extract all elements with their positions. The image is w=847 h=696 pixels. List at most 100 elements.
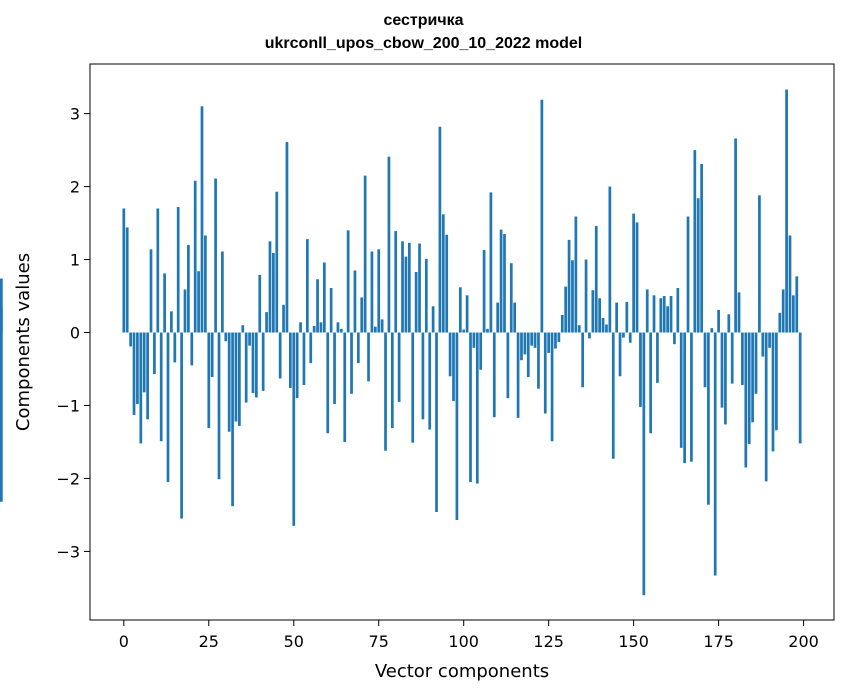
bar (710, 328, 714, 333)
bar (581, 332, 585, 388)
bar (727, 314, 731, 333)
bar (475, 332, 479, 484)
bar (713, 332, 717, 576)
bar (336, 322, 340, 333)
bar (289, 332, 292, 388)
bar (622, 332, 625, 338)
x-axis-label: Vector components (375, 661, 549, 682)
bar (424, 258, 428, 333)
x-axis-ticks: 0 25 50 75 100 125 150 175 200 (119, 620, 819, 651)
bar (693, 150, 697, 333)
bar (618, 332, 622, 377)
bar (547, 332, 551, 353)
bar (384, 332, 387, 451)
bar (520, 332, 523, 361)
bar (255, 332, 258, 398)
bar (635, 222, 639, 333)
bar (632, 213, 635, 333)
bar (183, 289, 187, 333)
bar (560, 315, 564, 333)
bar (428, 332, 432, 430)
bar (628, 332, 632, 343)
bar (737, 292, 741, 333)
bar (339, 328, 343, 333)
bar (258, 274, 262, 333)
bar (438, 126, 442, 333)
bar (700, 163, 703, 333)
bar (214, 178, 217, 333)
bar (465, 295, 469, 333)
bar (200, 106, 204, 333)
bar (132, 332, 136, 415)
bar (363, 175, 367, 333)
bar (322, 262, 326, 333)
bar (472, 332, 476, 348)
bar (686, 216, 690, 333)
bar (615, 302, 619, 333)
bar (343, 332, 347, 442)
bar (530, 332, 534, 346)
bar (669, 296, 673, 333)
bar (679, 332, 683, 448)
bar (564, 286, 568, 333)
y-tick-label: 3 (70, 105, 80, 124)
x-tick-label: 0 (119, 632, 129, 651)
bar (146, 332, 149, 420)
bar (775, 332, 778, 431)
bar (792, 295, 795, 333)
bar (370, 251, 374, 333)
bar (309, 332, 313, 364)
bar (778, 312, 782, 333)
bar (605, 324, 608, 333)
bar (414, 271, 418, 333)
bar (251, 332, 255, 394)
bar (479, 332, 483, 370)
bar (662, 296, 666, 333)
bar (492, 332, 496, 418)
bar (452, 332, 455, 402)
y-axis-label: Components values (13, 253, 34, 431)
bar (537, 332, 540, 389)
bar (163, 273, 166, 333)
bar (0, 332, 3, 502)
bar (173, 332, 177, 363)
bar (129, 332, 132, 347)
bar (397, 332, 401, 402)
bar (482, 250, 486, 333)
bar (380, 319, 384, 333)
bar (401, 241, 404, 333)
bar (683, 332, 686, 464)
bar (462, 329, 466, 333)
bar (275, 191, 279, 333)
bar (795, 276, 799, 333)
bar (0, 278, 3, 333)
x-tick-label: 50 (284, 632, 304, 651)
bar (540, 99, 544, 333)
bar (193, 180, 197, 333)
bar (554, 332, 557, 349)
bar (278, 332, 282, 379)
bar (513, 302, 517, 333)
bar (231, 332, 234, 507)
bar (238, 332, 241, 426)
bar (305, 239, 309, 333)
y-tick-label: 0 (70, 324, 80, 343)
bar (295, 332, 299, 399)
bar (625, 301, 629, 333)
bar (227, 332, 231, 432)
bar (703, 332, 707, 388)
bar (469, 332, 472, 483)
bar (666, 306, 669, 333)
bar (747, 332, 751, 445)
bar (244, 332, 248, 403)
bar (441, 214, 445, 333)
bar (489, 192, 493, 333)
bar (187, 244, 190, 333)
bar (550, 332, 554, 442)
bar (594, 225, 598, 333)
bar (652, 295, 656, 333)
y-axis-ticks: −3 −2 −1 0 1 2 3 (56, 105, 90, 561)
bar (292, 332, 296, 526)
bar (394, 231, 398, 333)
